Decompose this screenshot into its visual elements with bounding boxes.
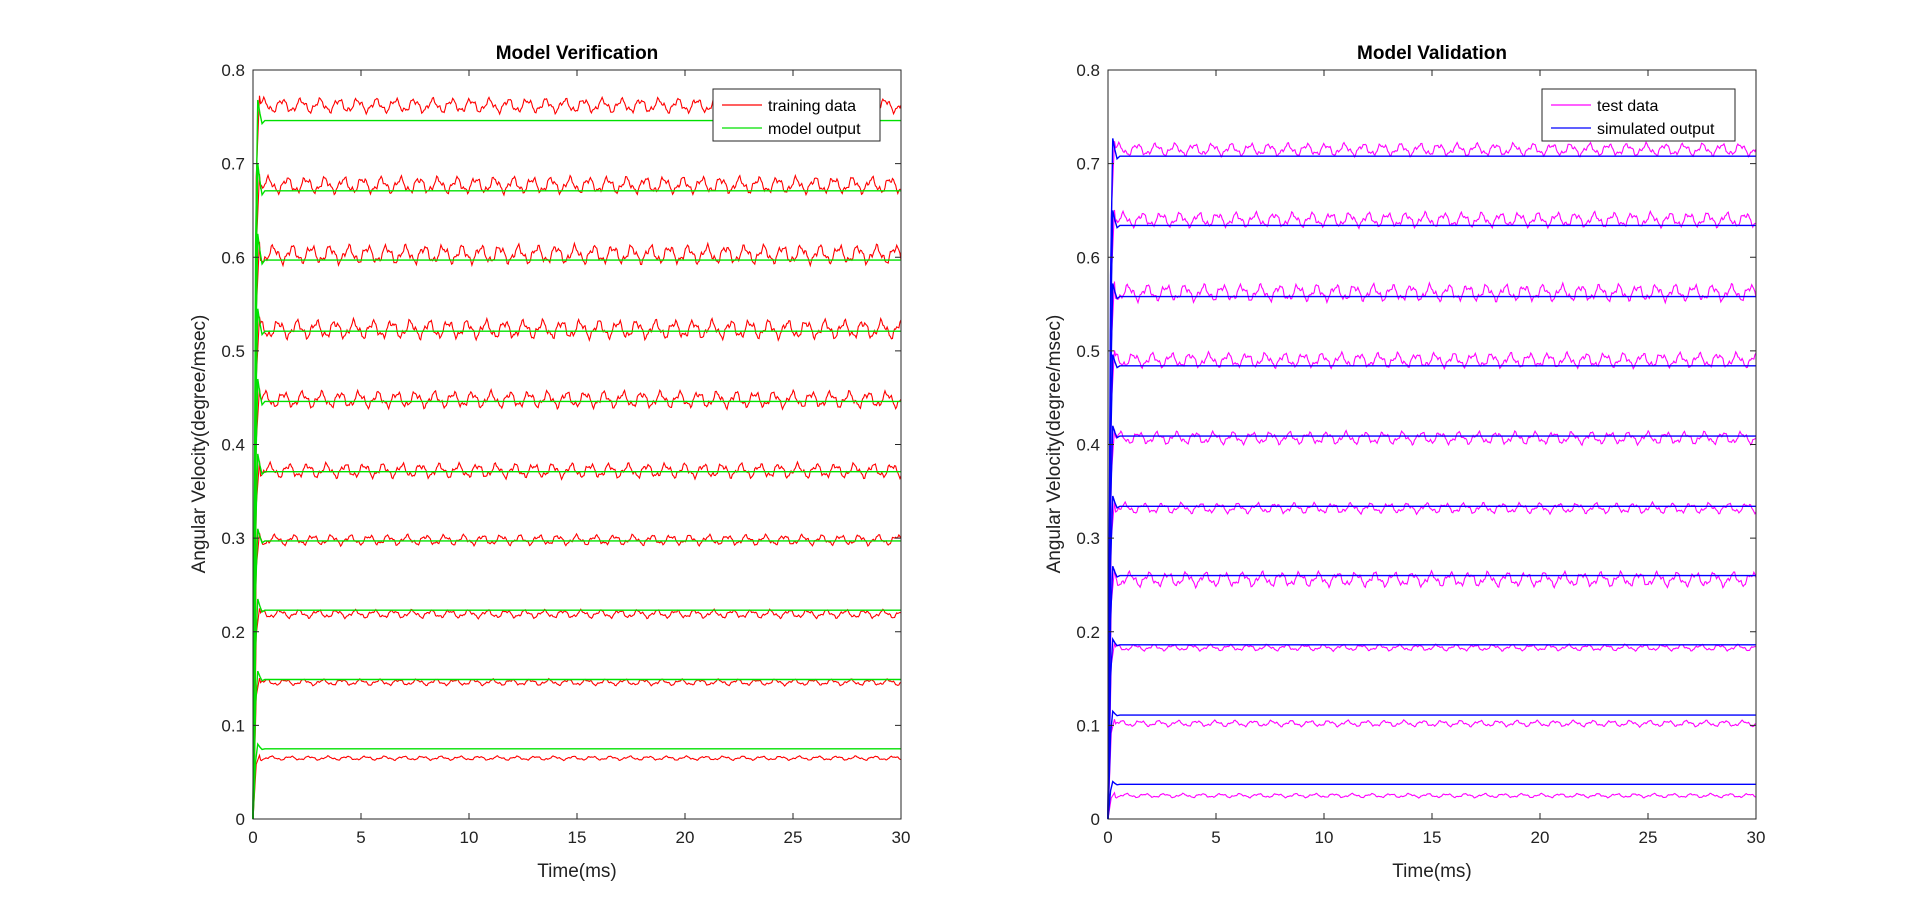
series-line-test-data-6 (1107, 429, 1757, 820)
series-line-training-data-1 (252, 753, 902, 820)
y-tick-label: 0.6 (221, 248, 245, 267)
x-tick-label: 15 (568, 828, 587, 847)
y-tick-label: 0.2 (1076, 623, 1100, 642)
y-tick-label: 0.3 (221, 529, 245, 548)
x-axis-label: Time(ms) (537, 861, 617, 882)
legend-label-training-data: training data (768, 98, 856, 115)
y-tick-label: 0.2 (221, 623, 245, 642)
x-tick-label: 20 (676, 828, 695, 847)
ticks-layer: 0 5 10 15 20 25 30 0 0.1 0.2 0.3 0.4 0.5 0.6 0.7 0.8 (1076, 61, 1765, 847)
y-tick-label: 0.8 (1076, 61, 1100, 80)
x-tick-label: 25 (784, 828, 803, 847)
chart-model-verification: Model Verification 0 5 10 15 20 25 30 0 0.1 0.2 0.… (189, 43, 910, 882)
x-tick-label: 15 (1423, 828, 1442, 847)
legend: training data model output (712, 88, 881, 142)
chart-title: Model Verification (496, 43, 659, 64)
legend-label-model-output: model output (768, 121, 861, 138)
series-line-test-data-4 (1107, 569, 1757, 820)
x-tick-label: 0 (248, 828, 257, 847)
chart-title: Model Validation (1357, 43, 1507, 64)
y-tick-label: 0.1 (221, 716, 245, 735)
x-tick-label: 10 (460, 828, 479, 847)
y-axis-label: Angular Velocity(degree/msec) (1044, 315, 1065, 574)
y-tick-label: 0.5 (221, 342, 245, 361)
x-tick-label: 5 (1211, 828, 1220, 847)
x-tick-label: 0 (1103, 828, 1112, 847)
series-line-simulated-output-3 (1107, 636, 1756, 820)
y-tick-label: 0.4 (1076, 436, 1100, 455)
series-line-test-data-7 (1107, 350, 1757, 820)
y-tick-label: 0 (1091, 810, 1100, 829)
legend-label-test-data: test data (1597, 98, 1658, 115)
x-tick-label: 30 (892, 828, 911, 847)
series-line-training-data-6 (252, 387, 902, 820)
y-tick-label: 0.5 (1076, 342, 1100, 361)
series-line-model-output-10 (252, 99, 901, 820)
series-line-test-data-2 (1107, 719, 1757, 820)
x-tick-label: 10 (1315, 828, 1334, 847)
series-line-test-data-3 (1107, 643, 1757, 820)
series-line-training-data-7 (252, 316, 902, 820)
y-axis-label: Angular Velocity(degree/msec) (189, 315, 210, 574)
series-line-training-data-3 (252, 608, 902, 820)
series-layer (252, 95, 902, 820)
y-tick-label: 0 (236, 810, 245, 829)
series-line-simulated-output-1 (1107, 780, 1756, 820)
legend-box (712, 88, 881, 142)
y-tick-label: 0.7 (221, 155, 245, 174)
legend-label-simulated-output: simulated output (1597, 121, 1715, 138)
series-line-test-data-10 (1107, 140, 1757, 820)
x-tick-label: 5 (356, 828, 365, 847)
legend: test data simulated output (1541, 88, 1736, 142)
series-line-training-data-4 (252, 532, 902, 820)
x-tick-label: 20 (1531, 828, 1550, 847)
y-tick-label: 0.8 (221, 61, 245, 80)
y-tick-label: 0.6 (1076, 248, 1100, 267)
x-tick-label: 30 (1747, 828, 1766, 847)
chart-model-validation: Model Validation 0 5 10 15 20 25 3000.10.20.30… (1044, 43, 1765, 882)
series-layer (1107, 138, 1757, 820)
legend-box (1541, 88, 1736, 142)
y-tick-label: 0.7 (1076, 155, 1100, 174)
ticks-layer: 0 5 10 15 20 25 30 0 0.1 0.2 0.3 0.4 0.5 0.6 0.7 0.8 (221, 61, 910, 847)
series-line-test-data-1 (1107, 791, 1757, 820)
y-tick-label: 0.1 (1076, 716, 1100, 735)
x-tick-label: 25 (1639, 828, 1658, 847)
series-line-simulated-output-2 (1107, 709, 1756, 820)
series-line-simulated-output-10 (1107, 138, 1756, 820)
x-axis-label: Time(ms) (1392, 861, 1472, 882)
series-line-model-output-1 (252, 742, 901, 820)
series-line-model-output-2 (252, 670, 901, 820)
series-line-test-data-5 (1107, 500, 1757, 820)
y-tick-label: 0.3 (1076, 529, 1100, 548)
y-tick-label: 0.4 (221, 436, 245, 455)
series-line-test-data-8 (1107, 281, 1757, 820)
